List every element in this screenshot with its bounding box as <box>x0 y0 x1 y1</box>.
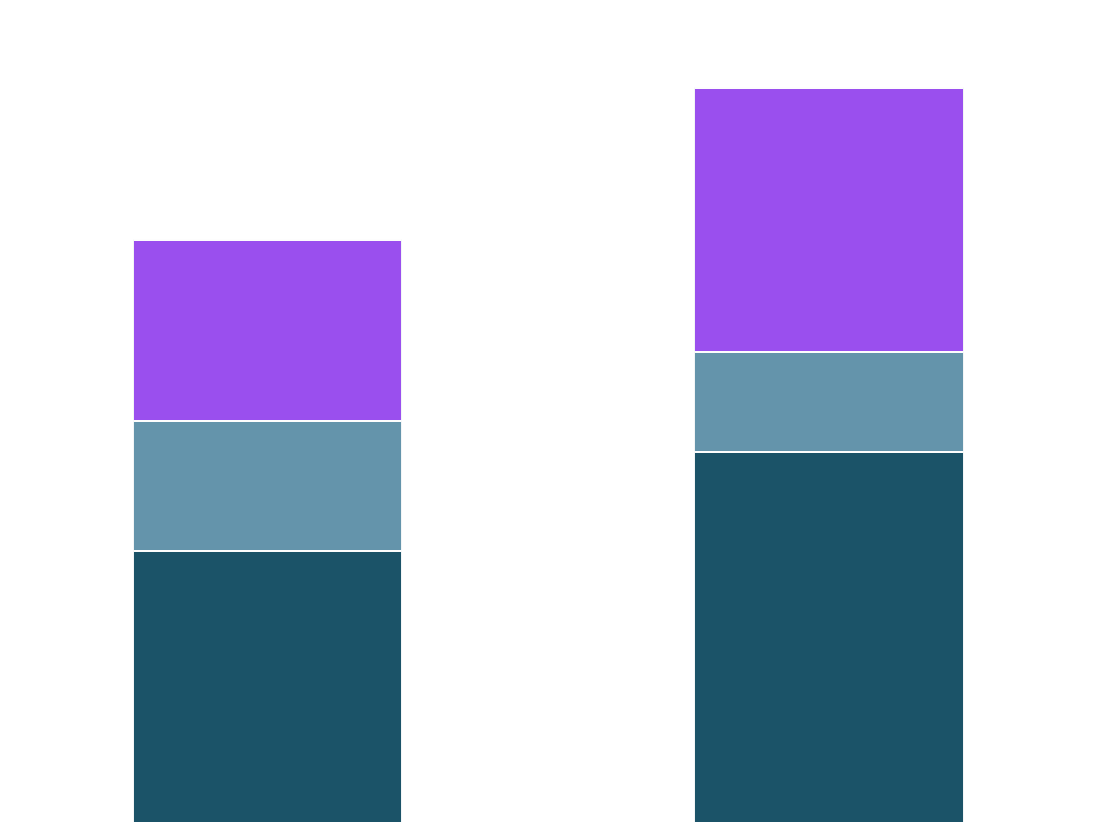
bar-segment-series-3[interactable] <box>694 87 964 351</box>
bar-segment-series-2[interactable] <box>694 351 964 451</box>
bar-segment-series-1[interactable] <box>694 451 964 822</box>
bar-segment-series-3[interactable] <box>133 239 402 420</box>
stacked-bar-left[interactable] <box>133 239 402 822</box>
bar-segment-series-1[interactable] <box>133 550 402 822</box>
stacked-bar-right[interactable] <box>694 87 964 822</box>
bar-segment-series-2[interactable] <box>133 420 402 550</box>
